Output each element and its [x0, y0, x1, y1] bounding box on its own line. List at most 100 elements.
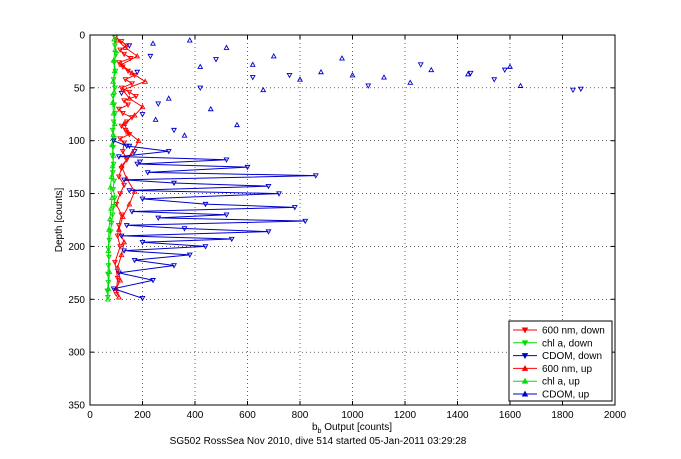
data-point [144, 170, 151, 176]
data-point [115, 174, 122, 180]
legend-label: chl a, down [542, 338, 593, 349]
data-point [109, 194, 116, 201]
data-point [111, 67, 118, 74]
data-point [142, 78, 149, 84]
data-point [365, 83, 372, 89]
data-point [115, 154, 122, 160]
data-point [111, 36, 118, 42]
data-point [115, 106, 122, 113]
data-point [105, 285, 112, 291]
data-point [121, 182, 128, 189]
legend-marker [521, 377, 529, 384]
data-point [125, 129, 132, 135]
data-point [114, 264, 121, 270]
data-point [111, 178, 118, 185]
data-point [108, 205, 114, 211]
data-point [186, 37, 193, 43]
data-point [118, 39, 125, 45]
data-point [110, 110, 117, 116]
data-point [171, 180, 177, 187]
data-point [123, 157, 130, 163]
legend-label: CDOM, down [542, 351, 602, 362]
data-point [165, 95, 172, 101]
x-tick-label: 200 [134, 410, 151, 421]
data-point [109, 141, 116, 148]
data-point [113, 291, 120, 298]
data-point [114, 275, 121, 282]
legend-marker [521, 353, 529, 360]
data-point [131, 188, 138, 194]
series-4 [104, 36, 119, 302]
data-point [223, 44, 230, 50]
data-point [465, 70, 471, 77]
data-point [202, 244, 209, 250]
data-point [119, 111, 126, 117]
x-tick-label: 1400 [446, 410, 469, 421]
x-axis-label-main: b [312, 422, 318, 433]
data-point [111, 88, 118, 95]
data-point [122, 77, 129, 83]
data-point [110, 94, 117, 100]
data-point [121, 239, 128, 245]
data-point [150, 40, 156, 46]
data-point [119, 86, 126, 93]
y-tick-label: 50 [74, 83, 86, 94]
data-point [207, 105, 214, 112]
data-point [223, 212, 230, 218]
data-point [110, 78, 117, 84]
data-point [265, 229, 272, 235]
data-point [110, 138, 117, 144]
x-axis-label-rest: Output [counts] [321, 422, 392, 433]
data-point [118, 61, 125, 67]
data-point [270, 53, 277, 59]
data-point [577, 86, 584, 93]
data-point [171, 127, 177, 134]
data-point [118, 123, 125, 130]
data-point [147, 53, 154, 60]
data-point [126, 89, 133, 96]
data-point [381, 74, 387, 80]
data-point [109, 99, 116, 105]
data-point [132, 94, 139, 100]
data-point [122, 44, 129, 50]
data-point [110, 286, 117, 292]
data-point [202, 201, 209, 208]
footer-caption: SG502 RossSea Nov 2010, dive 514 started… [170, 436, 467, 447]
legend-marker [521, 364, 529, 371]
data-point [113, 51, 120, 58]
data-point [105, 226, 112, 232]
data-point [129, 209, 135, 215]
series-layer [104, 34, 584, 302]
legend-label: 600 nm, up [542, 364, 592, 375]
y-tick-label: 350 [68, 401, 85, 412]
y-tick-label: 100 [68, 136, 85, 147]
data-point [110, 187, 117, 193]
data-point [131, 257, 138, 264]
data-point [228, 236, 235, 243]
data-point [507, 63, 513, 69]
data-point [134, 161, 141, 168]
data-point [123, 143, 130, 150]
legend-label: CDOM, up [542, 390, 590, 401]
x-axis-label-subscript: b [318, 428, 322, 435]
data-point [105, 280, 112, 286]
data-point [117, 47, 124, 53]
data-point [110, 204, 117, 210]
legend-marker [521, 327, 529, 334]
data-point [186, 252, 193, 259]
data-point [110, 57, 117, 63]
data-point [223, 157, 230, 163]
data-point [491, 77, 498, 83]
legend-box [508, 320, 613, 402]
data-point [114, 233, 121, 239]
data-point [115, 294, 122, 300]
data-point [139, 112, 146, 118]
data-point [122, 127, 129, 134]
data-point [249, 75, 256, 81]
x-tick-label: 1800 [551, 410, 574, 421]
data-point [276, 191, 282, 197]
data-point [150, 278, 156, 284]
x-axis-label: bb Output [counts] [312, 422, 392, 435]
data-point [106, 268, 113, 275]
